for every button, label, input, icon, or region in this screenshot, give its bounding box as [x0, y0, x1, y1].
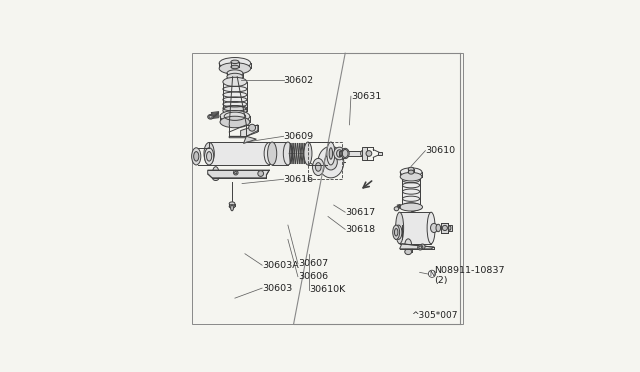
Polygon shape	[208, 170, 269, 178]
Ellipse shape	[327, 142, 335, 165]
Ellipse shape	[333, 147, 345, 160]
Ellipse shape	[427, 212, 435, 244]
Polygon shape	[411, 206, 421, 212]
Ellipse shape	[207, 152, 212, 161]
Text: 30602: 30602	[284, 76, 314, 85]
Text: 30618: 30618	[345, 225, 375, 234]
Ellipse shape	[431, 223, 437, 232]
Ellipse shape	[436, 224, 440, 232]
Ellipse shape	[223, 106, 247, 115]
Ellipse shape	[230, 205, 234, 211]
Text: 30610K: 30610K	[309, 285, 346, 294]
Circle shape	[258, 171, 264, 176]
Ellipse shape	[337, 150, 342, 157]
Ellipse shape	[403, 203, 420, 209]
Polygon shape	[440, 223, 448, 233]
Ellipse shape	[223, 77, 247, 86]
Ellipse shape	[393, 225, 399, 240]
Ellipse shape	[205, 148, 214, 165]
Text: N: N	[429, 271, 435, 277]
Ellipse shape	[327, 149, 335, 153]
Circle shape	[234, 170, 238, 175]
Text: 30609: 30609	[284, 132, 314, 141]
Ellipse shape	[340, 151, 344, 156]
Circle shape	[366, 151, 372, 156]
Ellipse shape	[404, 249, 412, 254]
Ellipse shape	[227, 73, 243, 80]
Text: 30603A: 30603A	[262, 261, 299, 270]
Polygon shape	[362, 147, 367, 160]
Ellipse shape	[395, 225, 402, 240]
Polygon shape	[229, 125, 258, 138]
Ellipse shape	[231, 65, 239, 69]
Ellipse shape	[204, 142, 214, 164]
Ellipse shape	[449, 226, 451, 230]
Polygon shape	[223, 82, 247, 110]
Polygon shape	[243, 136, 257, 144]
Polygon shape	[339, 151, 362, 156]
Ellipse shape	[268, 142, 276, 165]
Ellipse shape	[264, 142, 275, 164]
Ellipse shape	[209, 115, 212, 118]
Ellipse shape	[316, 163, 321, 171]
Ellipse shape	[341, 148, 349, 158]
Text: N08911-10837
(2): N08911-10837 (2)	[434, 266, 504, 285]
Ellipse shape	[394, 207, 399, 211]
Circle shape	[235, 171, 237, 174]
Text: 30610: 30610	[426, 146, 456, 155]
Ellipse shape	[220, 116, 250, 128]
Ellipse shape	[229, 202, 235, 205]
Text: 30631: 30631	[351, 92, 381, 101]
Circle shape	[442, 225, 447, 231]
Ellipse shape	[318, 146, 344, 178]
Text: 30606: 30606	[298, 272, 328, 281]
Bar	[448, 225, 452, 231]
Ellipse shape	[227, 70, 243, 77]
Ellipse shape	[219, 63, 251, 74]
Ellipse shape	[400, 168, 422, 176]
Text: ^305*007: ^305*007	[411, 311, 457, 320]
Bar	[308, 142, 342, 179]
Ellipse shape	[396, 212, 404, 244]
Polygon shape	[399, 244, 434, 249]
Circle shape	[420, 244, 425, 249]
Polygon shape	[272, 142, 288, 165]
Ellipse shape	[312, 158, 324, 176]
Ellipse shape	[403, 171, 420, 177]
Ellipse shape	[361, 151, 364, 156]
Ellipse shape	[394, 228, 398, 236]
Ellipse shape	[212, 176, 219, 180]
Ellipse shape	[400, 172, 422, 181]
Text: 30607: 30607	[298, 259, 328, 268]
Text: 30616: 30616	[284, 175, 314, 184]
Circle shape	[419, 246, 422, 249]
Ellipse shape	[408, 170, 414, 174]
Polygon shape	[209, 142, 269, 164]
Ellipse shape	[399, 203, 422, 211]
Polygon shape	[403, 174, 420, 206]
Ellipse shape	[194, 152, 199, 161]
Text: 30617: 30617	[345, 208, 375, 217]
Ellipse shape	[231, 60, 239, 64]
Ellipse shape	[219, 58, 251, 69]
Text: 30603: 30603	[262, 283, 292, 293]
Polygon shape	[399, 212, 431, 244]
Bar	[378, 152, 382, 155]
Ellipse shape	[404, 239, 412, 251]
Ellipse shape	[284, 142, 292, 165]
Ellipse shape	[220, 110, 250, 122]
Ellipse shape	[229, 205, 235, 208]
Ellipse shape	[408, 167, 414, 171]
Ellipse shape	[324, 154, 337, 170]
Ellipse shape	[208, 115, 213, 119]
Circle shape	[418, 245, 423, 250]
Ellipse shape	[342, 150, 348, 157]
Ellipse shape	[304, 142, 312, 165]
Ellipse shape	[212, 167, 219, 179]
Ellipse shape	[329, 148, 333, 159]
Circle shape	[415, 205, 419, 210]
Circle shape	[249, 124, 255, 131]
Ellipse shape	[191, 148, 201, 165]
